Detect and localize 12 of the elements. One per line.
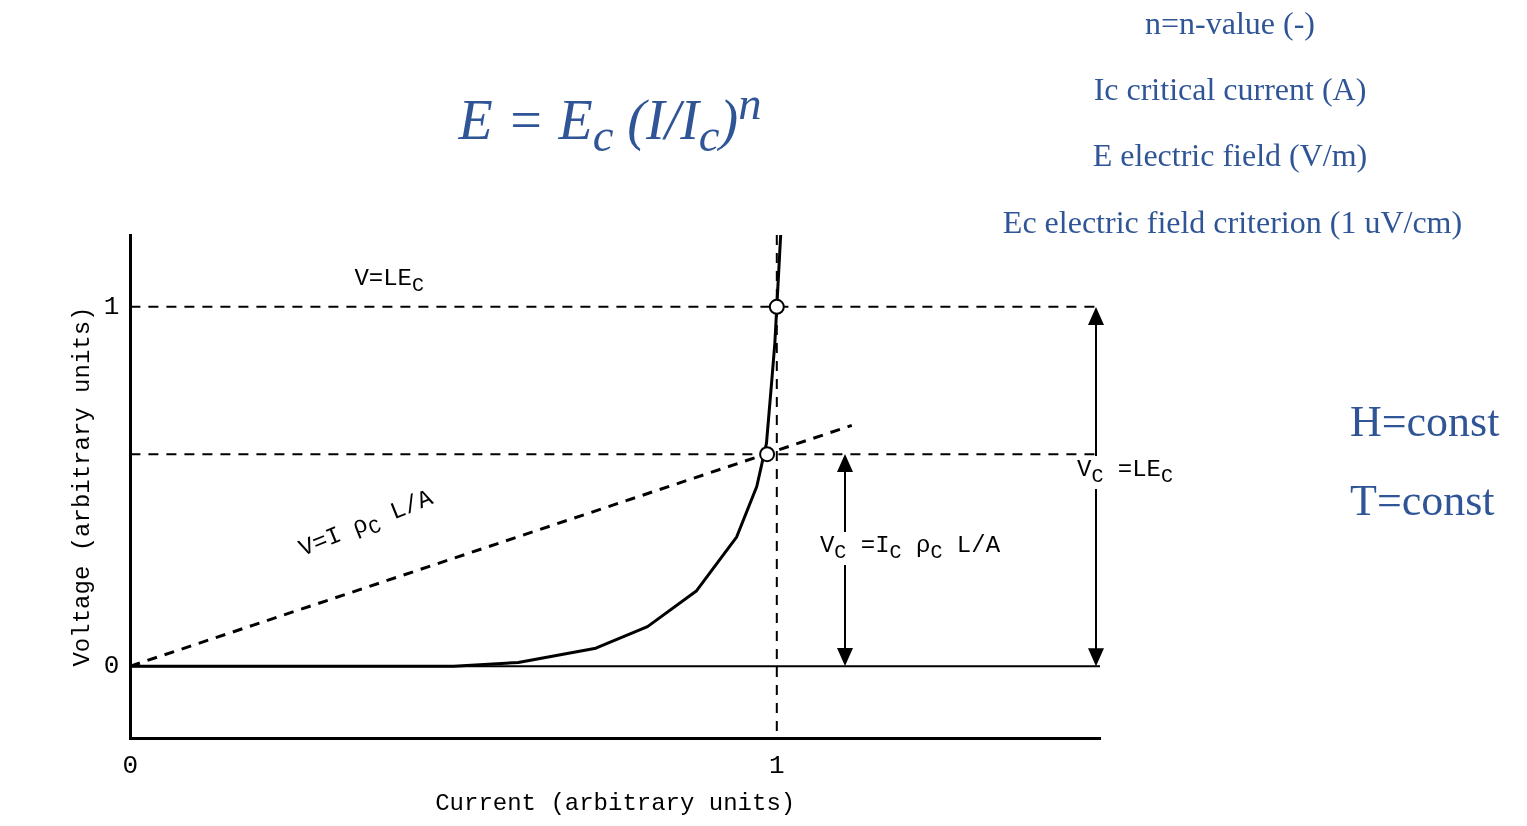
text: Ic critical current (A): [1092, 70, 1368, 109]
text: E electric field (V/m): [1091, 136, 1369, 175]
text: T=const: [1350, 475, 1496, 527]
text: H=const: [1350, 396, 1501, 448]
x-axis-title: Current (arbitrary units): [435, 789, 796, 817]
ref-line-label: V=LE$_{C}$: [353, 263, 425, 299]
y-axis-title: Voltage (arbitrary units): [68, 306, 96, 667]
text: E = E$_{c}$ (I/I$_{c}$)$^{n}$: [457, 76, 763, 163]
annotation: Ec electric field criterion (1 uV/cm): [1001, 203, 1464, 242]
annotation: V$_{C}$ =I$_{C}$ ρ$_{C}$ L/A: [795, 532, 1025, 565]
annotation: V$_{C}$ =LE$_{C}$: [1055, 456, 1195, 489]
text: n=n-value (-): [1144, 4, 1316, 43]
